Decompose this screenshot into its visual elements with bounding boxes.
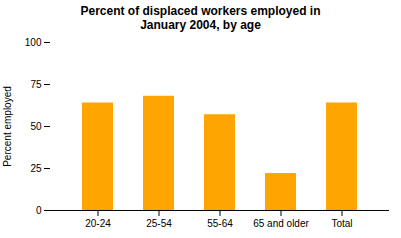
svg-text:100: 100 xyxy=(25,37,42,48)
svg-text:50: 50 xyxy=(30,121,42,132)
svg-text:55-64: 55-64 xyxy=(207,218,233,229)
svg-text:0: 0 xyxy=(36,205,42,216)
svg-text:65 and older: 65 and older xyxy=(253,218,309,229)
html-text:Percent of displaced workers e: Percent of displaced workers employed in… xyxy=(80,4,321,32)
svg-text:Total: Total xyxy=(331,218,352,229)
svg-text:25: 25 xyxy=(30,163,42,174)
svg-text:25-54: 25-54 xyxy=(146,218,172,229)
svg-text:Percent employed: Percent employed xyxy=(2,86,13,167)
svg-text:20-24: 20-24 xyxy=(85,218,111,229)
svg-text:75: 75 xyxy=(30,79,42,90)
